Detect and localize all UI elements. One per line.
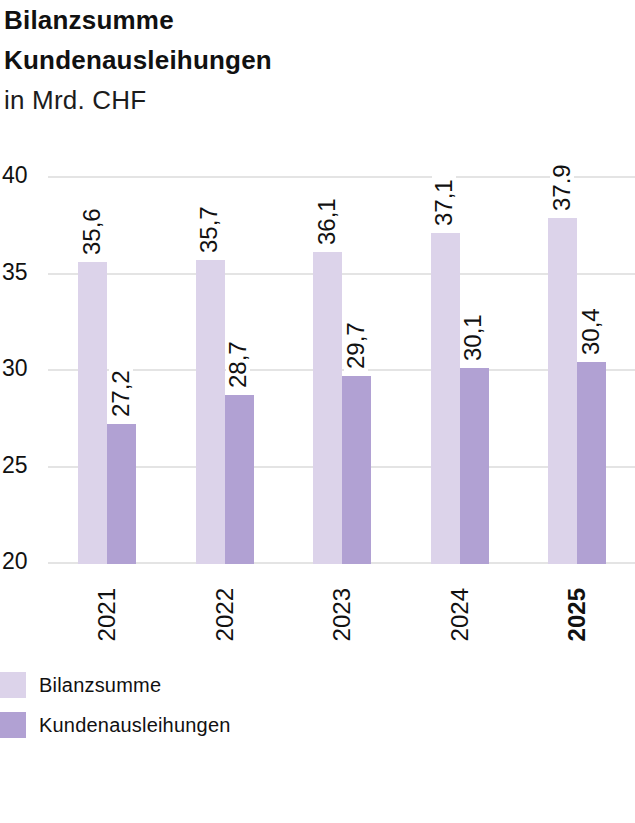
legend-label-kundenausleihungen: Kundenausleihungen: [39, 714, 231, 737]
bar-bilanzsumme-2023: [313, 252, 342, 564]
x-axis-label-2022: 2022: [212, 588, 237, 641]
chart-legend: Bilanzsumme Kundenausleihungen: [0, 672, 400, 752]
legend-item-bilanzsumme: Bilanzsumme: [0, 672, 400, 698]
legend-swatch-bilanzsumme: [0, 672, 26, 698]
chart-card: Bilanzsumme Kundenausleihungen in Mrd. C…: [0, 0, 635, 823]
bar-bilanzsumme-2022: [196, 260, 225, 564]
gridline-y-40: [48, 176, 635, 178]
y-axis-tick-label: 35: [2, 259, 46, 285]
value-label-bilanzsumme-2025: 37.9: [550, 161, 574, 213]
value-label-bilanzsumme-2023: 36,1: [315, 196, 339, 248]
y-axis-tick-label: 30: [2, 355, 46, 381]
value-label-bilanzsumme-2022: 35,7: [197, 203, 221, 255]
value-label-bilanzsumme-2024: 37,1: [432, 176, 456, 228]
value-label-bilanzsumme-2021: 35,6: [80, 205, 104, 257]
bar-kundenausleihungen-2021: [107, 424, 136, 564]
bar-kundenausleihungen-2022: [225, 395, 254, 564]
legend-swatch-kundenausleihungen: [0, 712, 26, 738]
x-axis-label-2021: 2021: [94, 588, 119, 641]
legend-item-kundenausleihungen: Kundenausleihungen: [0, 712, 400, 738]
value-label-kundenausleihungen-2022: 28,7: [226, 338, 250, 390]
value-label-kundenausleihungen-2025: 30,4: [579, 306, 603, 358]
value-label-kundenausleihungen-2021: 27,2: [109, 367, 133, 419]
legend-label-bilanzsumme: Bilanzsumme: [39, 674, 161, 697]
y-axis-tick-label: 40: [2, 162, 46, 188]
x-axis-label-2023: 2023: [329, 588, 354, 641]
value-label-kundenausleihungen-2023: 29,7: [344, 319, 368, 371]
bar-kundenausleihungen-2024: [460, 368, 489, 564]
value-label-kundenausleihungen-2024: 30,1: [461, 311, 485, 363]
y-axis-tick-label: 20: [2, 548, 46, 574]
x-axis-label-2025: 2025: [564, 588, 589, 641]
bar-bilanzsumme-2024: [431, 233, 460, 564]
y-axis-tick-label: 25: [2, 452, 46, 478]
bar-bilanzsumme-2025: [548, 218, 577, 564]
x-axis-label-2024: 2024: [447, 588, 472, 641]
bar-bilanzsumme-2021: [78, 262, 107, 564]
bar-kundenausleihungen-2023: [342, 376, 371, 564]
bar-kundenausleihungen-2025: [577, 362, 606, 564]
